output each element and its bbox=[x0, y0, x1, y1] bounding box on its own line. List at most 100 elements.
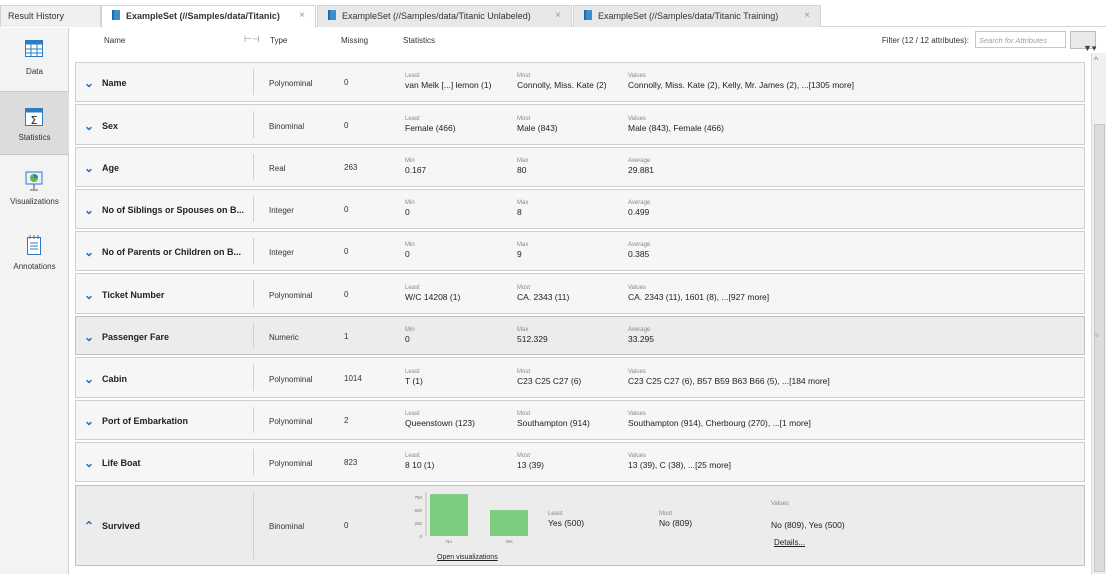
close-icon[interactable]: × bbox=[555, 10, 561, 21]
filter-button[interactable]: ▼▾ bbox=[1070, 31, 1096, 53]
sidebar-item-statistics[interactable]: Σ Statistics bbox=[0, 91, 69, 155]
sidebar-item-annotations[interactable]: Annotations bbox=[0, 226, 69, 288]
attribute-row[interactable]: ⌄ Passenger Fare Numeric 1 Min 0 Max 512.329 Ave… bbox=[75, 316, 1085, 355]
header-type[interactable]: Type bbox=[270, 36, 288, 45]
attribute-name: No of Siblings or Spouses on B... bbox=[102, 205, 245, 215]
stat-value: 13 (39), C (38), ...[25 more] bbox=[628, 460, 731, 470]
stat-value: 0.167 bbox=[405, 165, 427, 175]
tab-titanic-unlabeled[interactable]: ExampleSet (//Samples/data/Titanic Unlab… bbox=[317, 5, 572, 27]
details-link[interactable]: Details... bbox=[774, 538, 806, 547]
attribute-name: Passenger Fare bbox=[102, 332, 170, 342]
bar-no[interactable] bbox=[430, 494, 468, 536]
divider bbox=[253, 280, 254, 307]
divider bbox=[253, 449, 254, 475]
expand-chevron-icon[interactable]: ⌄ bbox=[84, 161, 95, 175]
header-missing[interactable]: Missing bbox=[341, 36, 369, 45]
column-resize-icon[interactable]: ⊢⊣ bbox=[244, 34, 260, 44]
sidebar-item-data[interactable]: Data bbox=[0, 28, 69, 90]
stat-caption: Most bbox=[517, 411, 531, 417]
stat-cell-1: Min 0.167 bbox=[405, 157, 426, 176]
attribute-row[interactable]: ⌄ Life Boat Polynominal 823 Least 8 10 (1) Mos… bbox=[75, 442, 1085, 482]
expand-chevron-icon[interactable]: ⌄ bbox=[84, 288, 95, 302]
stat-value: C23 C25 C27 (6), B57 B59 B63 B66 (5), ..… bbox=[628, 376, 830, 386]
collapse-chevron-icon[interactable]: ⌃ bbox=[84, 519, 95, 533]
expand-chevron-icon[interactable]: ⌄ bbox=[84, 372, 95, 386]
stat-value: Southampton (914), Cherbourg (270), ...[… bbox=[628, 418, 811, 428]
stat-caption: Most bbox=[517, 285, 531, 291]
stat-cell-3: Average 33.295 bbox=[628, 326, 654, 345]
attribute-missing: 1014 bbox=[344, 374, 362, 383]
attribute-type: Numeric bbox=[269, 333, 299, 342]
exampleset-icon bbox=[112, 10, 120, 20]
stat-value: 512.329 bbox=[517, 334, 548, 344]
expand-chevron-icon[interactable]: ⌄ bbox=[84, 245, 95, 259]
open-visualizations-link[interactable]: Open visualizations bbox=[437, 554, 498, 561]
stat-caption: Average bbox=[628, 158, 651, 164]
attribute-type: Polynominal bbox=[269, 375, 313, 384]
attribute-name: Name bbox=[102, 78, 127, 88]
expand-chevron-icon[interactable]: ⌄ bbox=[84, 203, 95, 217]
attribute-name: Port of Embarkation bbox=[102, 416, 189, 426]
attribute-row[interactable]: ⌄ Age Real 263 Min 0.167 Max 80 Average 29.881 bbox=[75, 147, 1085, 187]
attribute-row[interactable]: ⌄ Name Polynominal 0 Least van Melk [...] lem… bbox=[75, 62, 1085, 102]
attribute-missing: 0 bbox=[344, 247, 349, 256]
stat-cell-3: Average 0.499 bbox=[628, 199, 650, 218]
attribute-row-expanded[interactable]: ⌃ Survived Binominal 0 750 500 250 0 No Yes Open v… bbox=[75, 485, 1085, 566]
stat-cell-2: Most 13 (39) bbox=[517, 452, 544, 471]
stat-cell-1: Min 0 bbox=[405, 241, 415, 260]
tab-titanic-training[interactable]: ExampleSet (//Samples/data/Titanic Train… bbox=[573, 5, 821, 27]
stat-cell-1: Least T (1) bbox=[405, 368, 423, 387]
tab-result-history[interactable]: Result History bbox=[0, 5, 101, 27]
stat-value: 80 bbox=[517, 165, 527, 175]
search-input[interactable]: Search for Attributes bbox=[975, 31, 1066, 48]
stat-value: No (809), Yes (500) bbox=[771, 520, 845, 530]
scrollbar-thumb[interactable] bbox=[1094, 124, 1105, 572]
expand-chevron-icon[interactable]: ⌄ bbox=[84, 330, 95, 344]
attribute-row[interactable]: ⌄ No of Parents or Children on B... Intege… bbox=[75, 231, 1085, 271]
x-tick-label: No bbox=[446, 539, 452, 544]
attribute-type: Polynominal bbox=[269, 79, 313, 88]
attribute-missing: 2 bbox=[344, 416, 349, 425]
close-icon[interactable]: × bbox=[804, 10, 810, 21]
divider bbox=[253, 323, 254, 348]
attribute-row[interactable]: ⌄ No of Siblings or Spouses on B... Intege… bbox=[75, 189, 1085, 229]
attribute-missing: 0 bbox=[344, 78, 349, 87]
sidebar-item-visualizations[interactable]: Visualizations bbox=[0, 161, 69, 223]
attribute-row[interactable]: ⌄ Ticket Number Polynominal 0 Least W/C 14208… bbox=[75, 273, 1085, 314]
scroll-up-icon[interactable]: ^ bbox=[1094, 55, 1099, 65]
stat-caption: Least bbox=[405, 411, 420, 417]
vertical-scrollbar[interactable]: ^ ≡ bbox=[1091, 53, 1106, 574]
scroll-grip-icon: ≡ bbox=[1095, 333, 1099, 339]
attribute-row[interactable]: ⌄ Sex Binominal 0 Least Female (466) Most Male … bbox=[75, 104, 1085, 145]
attribute-name: No of Parents or Children on B... bbox=[102, 247, 242, 257]
attribute-list: ⌄ Name Polynominal 0 Least van Melk [...] lem… bbox=[70, 53, 1091, 574]
expand-chevron-icon[interactable]: ⌄ bbox=[84, 456, 95, 470]
stat-caption: Values bbox=[628, 453, 646, 459]
attribute-missing: 263 bbox=[344, 163, 358, 172]
bar-yes[interactable] bbox=[490, 510, 528, 536]
stat-caption: Least bbox=[405, 285, 420, 291]
stat-value: Southampton (914) bbox=[517, 418, 590, 428]
expand-chevron-icon[interactable]: ⌄ bbox=[84, 414, 95, 428]
stat-caption: Values bbox=[628, 369, 646, 375]
attribute-row[interactable]: ⌄ Cabin Polynominal 1014 Least T (1) Most C23 C… bbox=[75, 357, 1085, 398]
stat-cell-1: Min 0 bbox=[405, 199, 415, 218]
tab-titanic[interactable]: ExampleSet (//Samples/data/Titanic) × bbox=[101, 5, 316, 28]
stat-caption: Least bbox=[405, 369, 420, 375]
svg-text:Σ: Σ bbox=[31, 114, 38, 126]
stat-value: CA. 2343 (11), 1601 (8), ...[927 more] bbox=[628, 292, 770, 302]
stat-cell-1: Least Female (466) bbox=[405, 115, 456, 134]
expand-chevron-icon[interactable]: ⌄ bbox=[84, 119, 95, 133]
filter-icon: ▼▾ bbox=[1083, 43, 1097, 53]
close-icon[interactable]: × bbox=[299, 10, 305, 21]
statistics-icon: Σ bbox=[25, 108, 43, 126]
sidebar-item-label: Data bbox=[26, 67, 43, 76]
header-name[interactable]: Name bbox=[104, 36, 126, 45]
tab-bar: Result History ExampleSet (//Samples/dat… bbox=[0, 0, 1106, 28]
expand-chevron-icon[interactable]: ⌄ bbox=[84, 76, 95, 90]
divider bbox=[253, 407, 254, 433]
stat-cell-2: Most C23 C25 C27 (6) bbox=[517, 368, 581, 387]
tab-label: ExampleSet (//Samples/data/Titanic Train… bbox=[598, 11, 779, 21]
stat-value: No (809) bbox=[659, 518, 693, 528]
attribute-row[interactable]: ⌄ Port of Embarkation Polynominal 2 Least Que… bbox=[75, 400, 1085, 440]
